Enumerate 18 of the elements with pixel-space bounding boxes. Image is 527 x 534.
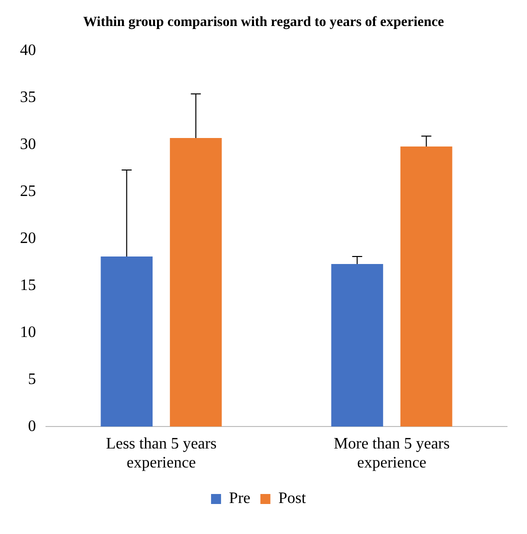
bar (400, 146, 452, 427)
legend-label: Pre (229, 490, 250, 508)
bar (170, 138, 222, 427)
y-tick-label: 20 (20, 230, 36, 247)
y-tick-label: 15 (20, 276, 36, 294)
y-tick-label: 10 (20, 324, 36, 341)
y-tick-label: 35 (20, 88, 36, 106)
y-tick-label: 25 (20, 182, 36, 200)
chart-title: Within group comparison with regard to years of experience (82, 14, 445, 31)
x-tick-label: Less than 5 years experience (106, 435, 217, 472)
y-tick-label: 0 (28, 418, 36, 435)
y-tick-label: 40 (20, 42, 36, 59)
bar (331, 264, 384, 427)
legend-label: Post (278, 490, 307, 508)
y-tick-label: 30 (20, 136, 36, 153)
x-tick-label: More than 5 years experience (334, 435, 450, 472)
bar (100, 256, 153, 427)
y-tick-label: 5 (28, 370, 36, 388)
